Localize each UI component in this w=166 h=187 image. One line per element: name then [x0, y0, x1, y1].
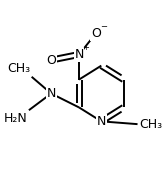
Text: +: +	[83, 43, 89, 52]
Text: −: −	[101, 22, 108, 31]
Text: CH₃: CH₃	[7, 62, 30, 75]
Text: H₂N: H₂N	[4, 112, 28, 125]
Text: CH₃: CH₃	[139, 118, 162, 131]
Text: N: N	[97, 115, 106, 128]
Text: N: N	[46, 87, 56, 100]
Text: O: O	[46, 53, 56, 67]
Text: O: O	[91, 27, 101, 40]
Text: N: N	[74, 48, 84, 61]
